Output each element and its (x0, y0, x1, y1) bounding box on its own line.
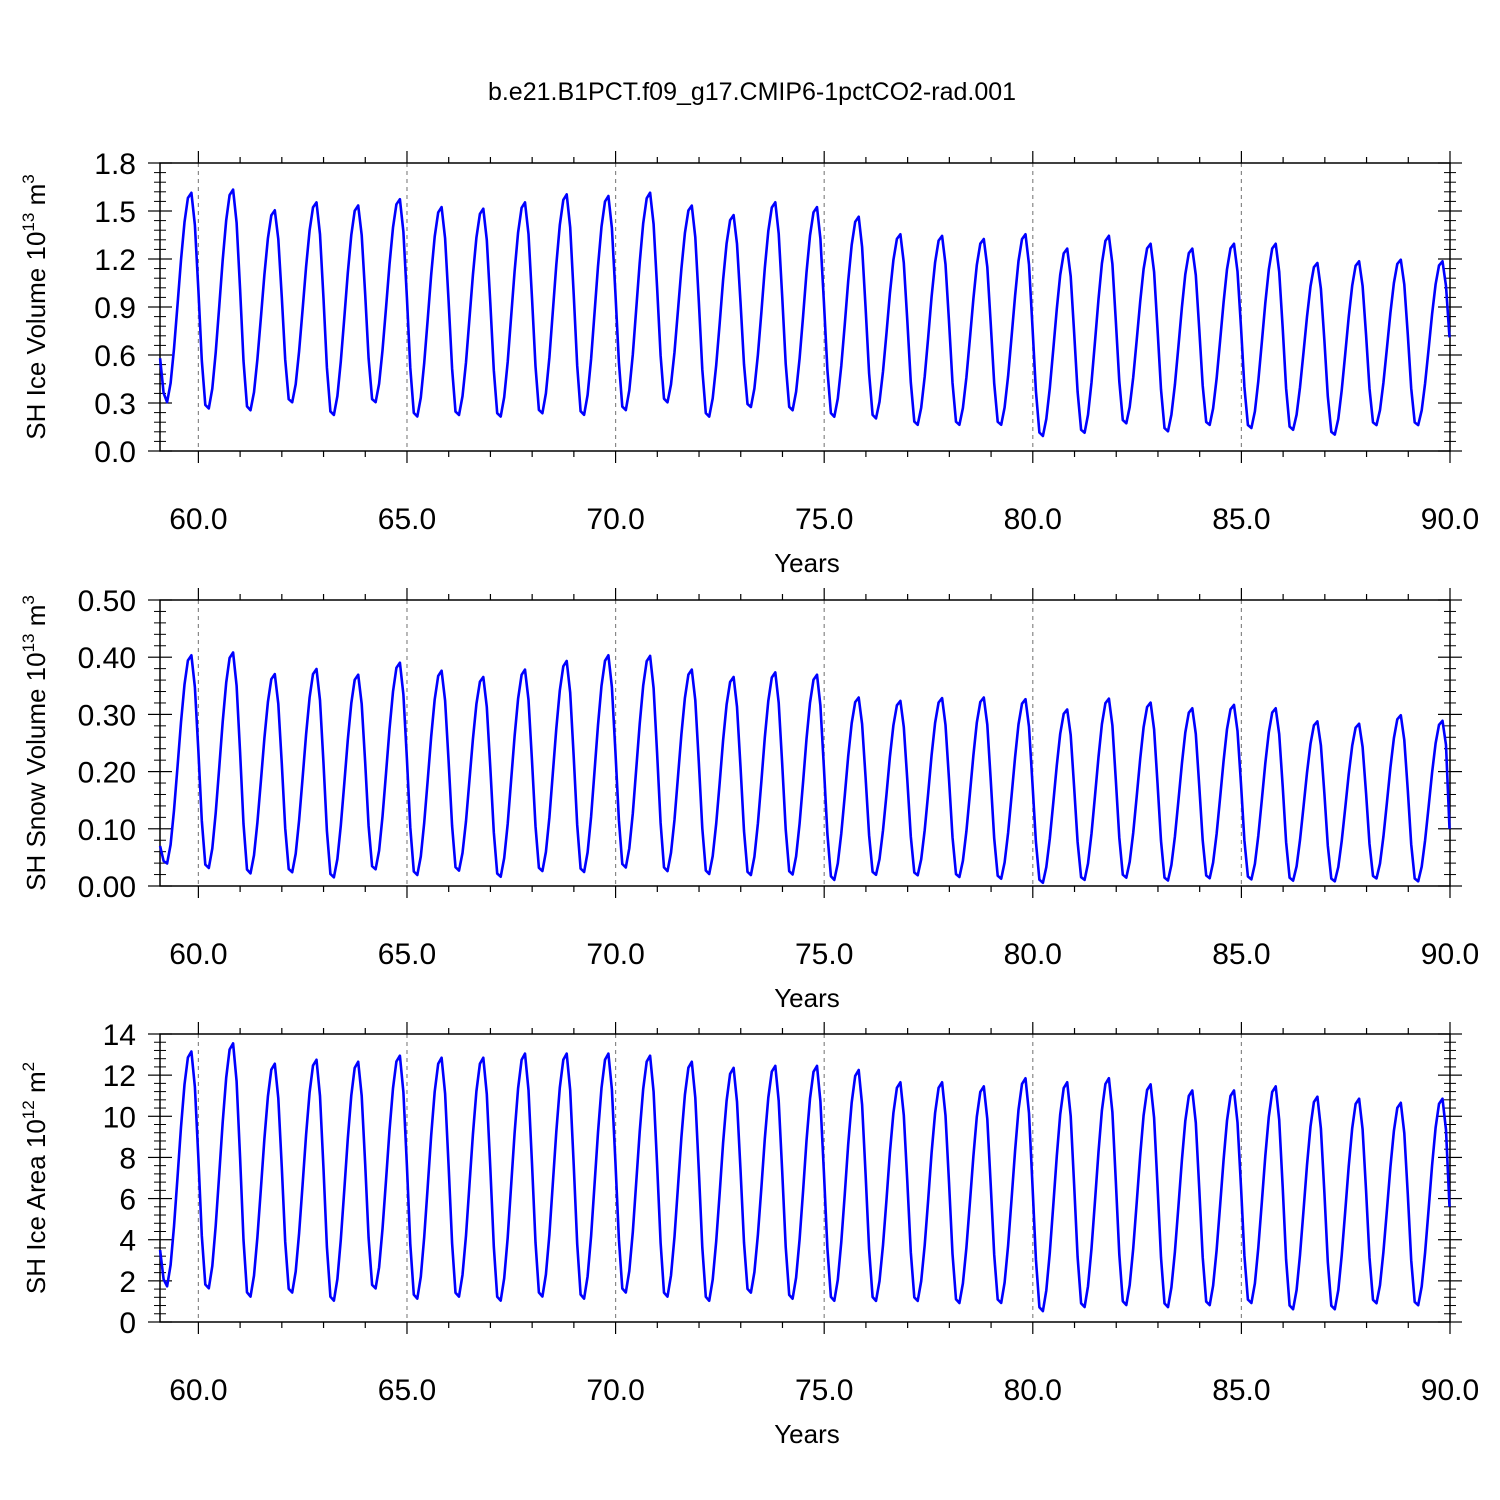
y-tick-label: 0.0 (94, 436, 136, 469)
series-line-ice-area (158, 1042, 1451, 1313)
y-tick-label: 0.00 (78, 871, 136, 904)
x-tick-label: 80.0 (1004, 503, 1062, 536)
x-tick-label: 75.0 (795, 503, 853, 536)
x-tick-label: 60.0 (169, 503, 227, 536)
x-tick-label: 60.0 (169, 1374, 227, 1407)
x-axis-title: Years (774, 1419, 840, 1449)
x-tick-label: 70.0 (586, 1374, 644, 1407)
y-tick-label: 0.6 (94, 340, 136, 373)
y-tick-label: 0.9 (94, 292, 136, 325)
x-tick-label: 60.0 (169, 938, 227, 971)
x-axis-title: Years (774, 983, 840, 1013)
y-tick-label: 10 (103, 1101, 136, 1134)
x-tick-label: 90.0 (1421, 503, 1479, 536)
y-tick-label: 2 (119, 1266, 136, 1299)
y-axis-title: SH Ice Area 1012 m2 (19, 1062, 51, 1294)
y-tick-label: 12 (103, 1060, 136, 1093)
panel-ice-area: 60.0 65.0 70.0 75.0 80.0 85.0 90.0 Years 0 2 4 6 8 10… (19, 1019, 1479, 1449)
y-tick-label: 14 (103, 1019, 136, 1052)
y-axis-title: SH Snow Volume 1013 m3 (19, 595, 51, 891)
x-tick-label: 75.0 (795, 938, 853, 971)
y-tick-label: 4 (119, 1225, 136, 1258)
y-tick-label: 0.10 (78, 814, 136, 847)
y-tick-label: 0.3 (94, 388, 136, 421)
y-tick-label: 0.40 (78, 642, 136, 675)
x-tick-label: 85.0 (1212, 938, 1270, 971)
x-tick-label: 90.0 (1421, 1374, 1479, 1407)
y-tick-label: 0.30 (78, 699, 136, 732)
x-tick-label: 90.0 (1421, 938, 1479, 971)
x-tick-label: 70.0 (586, 503, 644, 536)
y-tick-label: 0.50 (78, 585, 136, 618)
y-tick-label: 1.8 (94, 148, 136, 181)
x-tick-label: 85.0 (1212, 503, 1270, 536)
y-tick-label: 0.20 (78, 757, 136, 790)
x-tick-label: 65.0 (378, 938, 436, 971)
y-tick-label: 6 (119, 1184, 136, 1217)
y-tick-label: 1.2 (94, 244, 136, 277)
x-tick-label: 65.0 (378, 503, 436, 536)
x-axis-title: Years (774, 548, 840, 578)
series-line-snow-volume (158, 651, 1451, 885)
y-tick-label: 8 (119, 1142, 136, 1175)
x-tick-label: 70.0 (586, 938, 644, 971)
x-tick-label: 65.0 (378, 1374, 436, 1407)
panel-ice-volume: 60.0 65.0 70.0 75.0 80.0 85.0 90.0 Years 0.0 0.3 0… (19, 148, 1479, 578)
series-line-ice-volume (158, 188, 1451, 438)
panel-snow-volume: 60.0 65.0 70.0 75.0 80.0 85.0 90.0 Years 0.00 0.1… (19, 585, 1479, 1013)
x-tick-label: 80.0 (1004, 938, 1062, 971)
plot-frame (159, 599, 1451, 887)
y-axis-title: SH Ice Volume 1013 m3 (19, 174, 51, 439)
y-tick-label: 1.5 (94, 196, 136, 229)
x-tick-label: 75.0 (795, 1374, 853, 1407)
x-tick-label: 85.0 (1212, 1374, 1270, 1407)
chart-title: b.e21.B1PCT.f09_g17.CMIP6-1pctCO2-rad.00… (488, 78, 1016, 106)
plot-frame (159, 1033, 1451, 1323)
x-tick-label: 80.0 (1004, 1374, 1062, 1407)
y-tick-label: 0 (119, 1307, 136, 1340)
